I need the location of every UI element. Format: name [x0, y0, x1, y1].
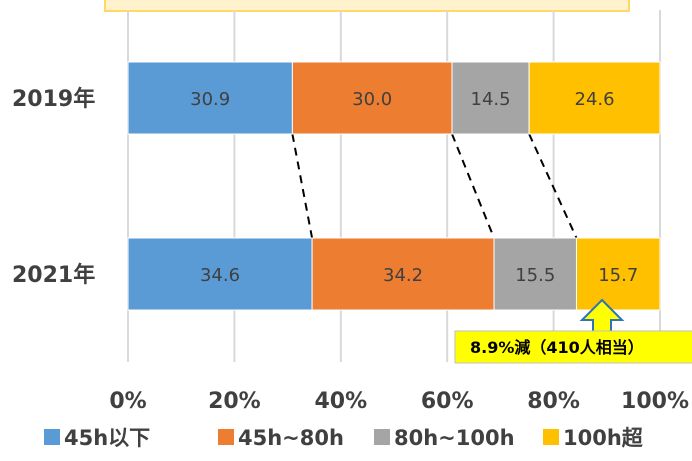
legend-label: 45h以下 — [64, 426, 150, 450]
bar-segment — [493, 237, 577, 311]
data-label: 15.7 — [598, 265, 638, 286]
legend-swatch — [218, 429, 234, 445]
category-label: 2021年 — [12, 262, 95, 288]
x-tick-label: 80% — [527, 389, 580, 414]
legend-swatch — [374, 429, 390, 445]
bar-segment — [291, 61, 453, 135]
bar-segment — [451, 61, 530, 135]
bar-segment — [528, 61, 661, 135]
connector-lines — [291, 133, 578, 239]
x-tick-label: 100% — [621, 389, 689, 414]
legend-swatch — [543, 429, 559, 445]
category-labels: 2019年 2021年 — [12, 86, 95, 288]
data-label: 34.6 — [200, 265, 240, 286]
category-label: 2019年 — [12, 86, 95, 112]
data-label: 15.5 — [515, 265, 555, 286]
legend-label: 80h~100h — [394, 426, 515, 450]
top-banner — [104, 0, 630, 12]
connector-line — [528, 133, 578, 239]
x-tick-label: 40% — [314, 389, 367, 414]
x-tick-label: 0% — [109, 389, 146, 414]
data-label: 34.2 — [383, 265, 423, 286]
connector-line — [451, 133, 495, 239]
x-tick-labels: 0% 20% 40% 60% 80% 100% — [109, 389, 689, 414]
callout-text: 8.9%減（410人相当） — [470, 338, 644, 357]
bar-segment — [127, 237, 313, 311]
x-tick-label: 60% — [421, 389, 474, 414]
callout-box — [454, 330, 692, 364]
annotation-callout: 8.9%減（410人相当） — [454, 298, 692, 364]
connector-line — [291, 133, 314, 239]
legend-swatch — [44, 429, 60, 445]
data-label: 30.0 — [352, 89, 392, 110]
legend-label: 100h超 — [563, 426, 644, 450]
data-label: 24.6 — [575, 89, 615, 110]
x-tick-label: 20% — [208, 389, 261, 414]
data-label: 30.9 — [190, 89, 230, 110]
bars: 30.9 30.0 14.5 24.6 34.6 34.2 15.5 15.7 — [127, 61, 661, 311]
legend-label: 45h~80h — [238, 426, 344, 450]
legend: 45h以下 45h~80h 80h~100h 100h超 — [44, 426, 644, 450]
bar-segment — [575, 237, 661, 311]
data-label: 14.5 — [471, 89, 511, 110]
bar-segment — [311, 237, 495, 311]
